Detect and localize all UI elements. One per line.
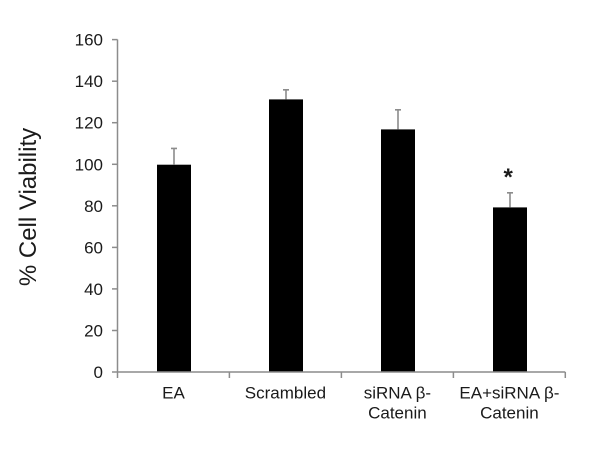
svg-text:Scrambled: Scrambled xyxy=(245,383,326,402)
svg-text:siRNA β-: siRNA β- xyxy=(364,383,431,402)
svg-text:80: 80 xyxy=(84,197,103,216)
svg-text:*: * xyxy=(504,164,514,191)
svg-text:Catenin: Catenin xyxy=(368,403,427,422)
svg-text:EA+siRNA β-: EA+siRNA β- xyxy=(459,383,559,402)
svg-text:100: 100 xyxy=(75,155,103,174)
svg-text:0: 0 xyxy=(94,363,103,382)
svg-text:40: 40 xyxy=(84,280,103,299)
svg-text:120: 120 xyxy=(75,114,103,133)
svg-text:EA: EA xyxy=(162,383,185,402)
svg-text:Catenin: Catenin xyxy=(480,403,539,422)
svg-text:20: 20 xyxy=(84,322,103,341)
svg-text:60: 60 xyxy=(84,238,103,257)
svg-text:160: 160 xyxy=(75,31,103,50)
svg-text:140: 140 xyxy=(75,72,103,91)
svg-text:% Cell Viability: % Cell Viability xyxy=(15,128,42,286)
